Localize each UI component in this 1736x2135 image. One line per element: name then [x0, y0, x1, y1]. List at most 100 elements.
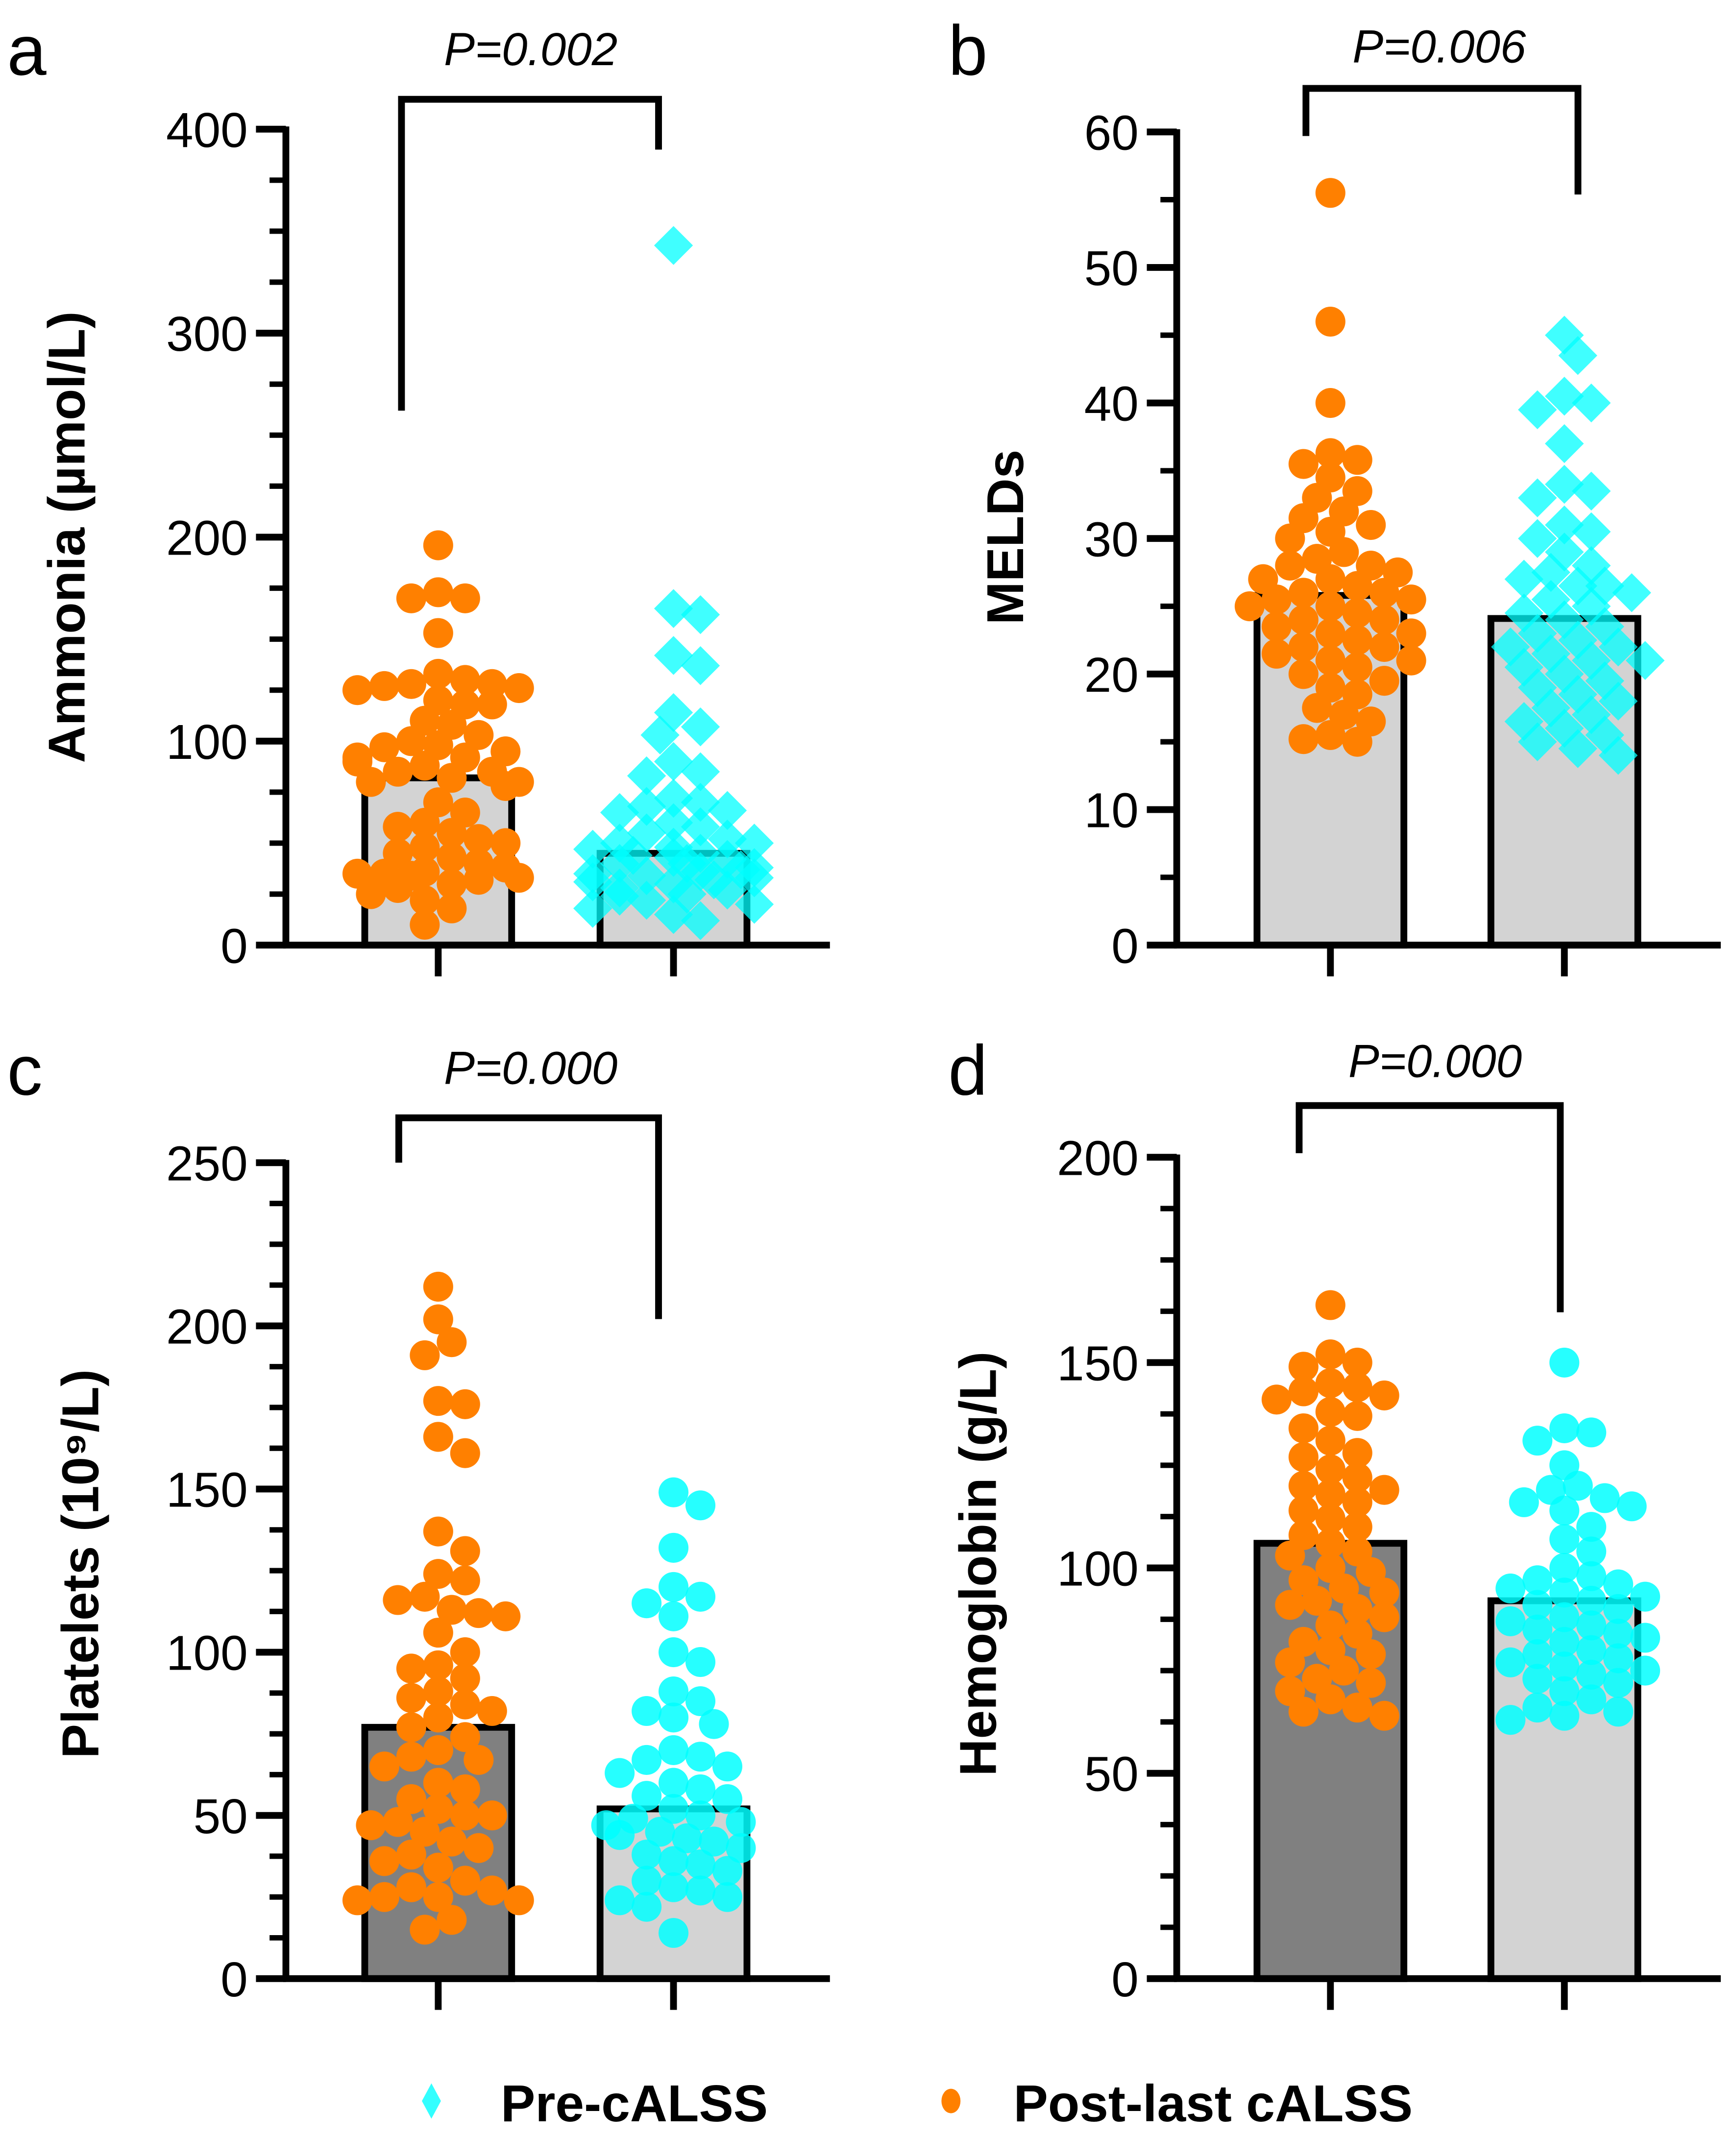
data-point-pre [654, 895, 693, 934]
data-point-post [1315, 720, 1345, 750]
data-point-post [450, 1565, 480, 1596]
data-point-pre [699, 1709, 729, 1739]
data-point-pre [1576, 1659, 1607, 1690]
data-point-post [423, 1422, 453, 1452]
data-point-pre [600, 876, 639, 916]
data-point-pre [1518, 614, 1557, 653]
y-tick-label: 150 [166, 1463, 248, 1518]
data-point-post [437, 1595, 467, 1625]
data-point-pre [659, 1735, 689, 1765]
data-point-pre [1625, 641, 1665, 680]
data-point-pre [1545, 377, 1584, 416]
data-point-pre [708, 819, 747, 859]
data-point-post [1342, 652, 1372, 682]
data-point-post [396, 1840, 426, 1870]
data-point-post [437, 1905, 467, 1935]
data-point-pre [1585, 715, 1624, 755]
legend-label-pre: Pre-cALSS [501, 2075, 768, 2133]
data-point-post [1356, 1639, 1386, 1670]
data-point-post [1369, 666, 1399, 696]
data-point-pre [1549, 1553, 1580, 1583]
data-point-pre [1571, 383, 1611, 423]
data-point-post [396, 726, 426, 756]
data-point-post [410, 1915, 440, 1945]
data-point-pre [1576, 1536, 1607, 1567]
data-point-post [1396, 645, 1426, 676]
data-point-pre [1522, 1664, 1553, 1694]
data-point-post [1261, 611, 1292, 642]
data-point-post [477, 1696, 507, 1726]
data-point-pre [1616, 1491, 1647, 1522]
data-point-pre [734, 858, 774, 898]
data-point-pre [654, 742, 693, 781]
data-point-post [1275, 551, 1305, 581]
data-point-pre [1522, 1614, 1553, 1645]
data-point-post [342, 675, 372, 705]
data-point-post [423, 1676, 453, 1707]
data-point-post [396, 1712, 426, 1743]
data-point-post [1288, 578, 1319, 608]
data-point-post [1315, 438, 1345, 468]
data-point-pre [1549, 1577, 1580, 1608]
y-tick-label: 300 [166, 307, 248, 362]
data-point-post [423, 658, 453, 689]
y-tick-label: 200 [166, 511, 248, 566]
data-point-pre [613, 836, 653, 875]
data-point-post [1315, 1684, 1345, 1715]
data-point-post [1288, 1376, 1319, 1407]
data-point-post [1275, 523, 1305, 554]
data-point-pre [1495, 1606, 1526, 1637]
data-point-post [1342, 598, 1372, 628]
data-point-post [369, 1882, 399, 1912]
data-point-pre [654, 226, 693, 265]
data-point-pre [659, 1676, 689, 1707]
significance-bracket [1296, 1102, 1564, 1312]
data-point-post [423, 618, 453, 648]
data-point-pre [1504, 559, 1543, 599]
y-tick-label: 0 [1111, 1953, 1139, 2007]
data-point-post [1342, 571, 1372, 601]
data-point-pre [1585, 661, 1624, 701]
data-point-post [1315, 307, 1345, 337]
data-point-pre [1576, 1417, 1607, 1448]
data-point-post [1342, 1487, 1372, 1517]
data-point-pre [1549, 1602, 1580, 1632]
data-point-pre [573, 829, 612, 869]
data-point-pre [654, 864, 693, 903]
data-point-post [450, 1866, 480, 1896]
data-point-post [1288, 724, 1319, 754]
data-point-post [383, 1807, 413, 1837]
data-point-post [450, 665, 480, 695]
data-point-pre [1518, 519, 1557, 558]
data-point-post [450, 1774, 480, 1804]
data-point-post [1261, 584, 1292, 615]
data-point-pre [1522, 1590, 1553, 1620]
data-point-post [1302, 693, 1332, 723]
data-point-pre [1495, 1705, 1526, 1735]
data-point-post [450, 1689, 480, 1720]
data-point-pre [654, 693, 693, 732]
data-point-pre [708, 871, 747, 910]
data-point-post [1369, 1700, 1399, 1731]
data-point-post [1369, 632, 1399, 662]
data-point-post [477, 1875, 507, 1906]
legend: Pre-cALSS Post-last cALSS [422, 2075, 1413, 2133]
data-point-pre [659, 1702, 689, 1733]
y-tick-label: 0 [220, 1953, 248, 2007]
data-point-pre [1522, 1565, 1553, 1596]
data-point-post [437, 763, 467, 793]
data-point-post [504, 863, 534, 893]
data-point-post [490, 828, 521, 858]
data-point-post [1329, 1655, 1359, 1686]
data-point-pre [712, 1882, 743, 1912]
data-point-pre [632, 1840, 662, 1870]
data-point-pre [605, 1758, 635, 1788]
significance-bracket [398, 96, 662, 411]
data-point-post [1288, 1352, 1319, 1382]
data-point-post [477, 1800, 507, 1831]
data-point-post [1396, 618, 1426, 649]
data-point-pre [1589, 1483, 1620, 1513]
y-tick-label: 40 [1084, 377, 1139, 432]
data-point-post [504, 673, 534, 704]
data-point-post [1288, 1413, 1319, 1444]
